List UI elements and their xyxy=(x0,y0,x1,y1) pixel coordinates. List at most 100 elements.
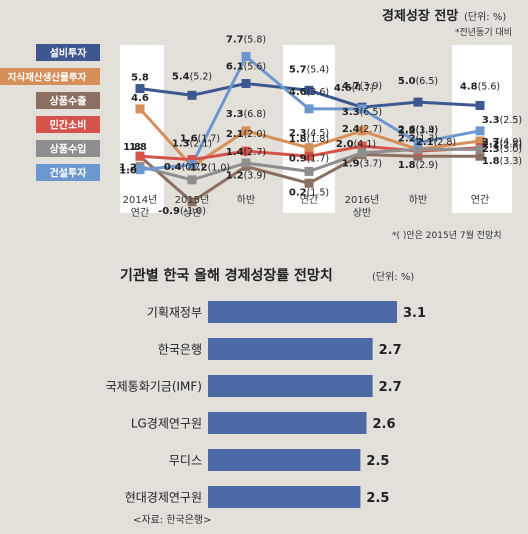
value-label-1-3: 2.3(4.5) xyxy=(289,128,329,139)
bar-4 xyxy=(208,449,361,471)
value-label-2-3: 0.2(1.5) xyxy=(289,187,329,198)
legend-swatch-5 xyxy=(36,164,100,181)
prev-forecast-0-3: (5.4) xyxy=(307,64,330,75)
bar-value-label-5: 2.5 xyxy=(366,491,389,506)
series-point-2-3 xyxy=(304,178,314,188)
value-label-3-0: 1.8 xyxy=(123,142,141,153)
prev-forecast-4-2: (2.7) xyxy=(244,147,267,158)
prev-forecast-2-3: (1.5) xyxy=(307,187,330,198)
series-point-1-0 xyxy=(135,104,145,114)
prev-forecast-2-4: (3.7) xyxy=(360,159,383,170)
bar-category-label-4: 무디스 xyxy=(169,454,202,468)
value-label-1-2: 3.3(6.8) xyxy=(226,109,266,120)
bar-chart-unit: (단위: %) xyxy=(372,270,414,283)
legend-label-0: 설비투자 xyxy=(50,47,88,60)
prev-forecast-5-5: (1.9) xyxy=(416,125,439,136)
x-tick-0: 2014년 xyxy=(123,194,158,206)
prev-forecast-5-4: (4.7) xyxy=(352,83,375,94)
value-label-4-6: 2.2(2.8) xyxy=(482,139,522,150)
value-label-2-0: 1.8 xyxy=(129,142,147,153)
series-point-3-3 xyxy=(304,151,314,161)
series-point-0-0 xyxy=(135,84,145,94)
bar-category-label-0: 기획재정부 xyxy=(147,306,202,320)
bar-1 xyxy=(208,338,373,360)
value-label-3-6: 2.3(3.0) xyxy=(482,144,522,155)
prev-forecast-1-4: (6.5) xyxy=(360,107,383,118)
value-label-3-5: 2.1(2.8) xyxy=(416,137,456,148)
value-label-4-3: 0.9(1.7) xyxy=(289,153,329,164)
value-label-5-5: 2.6(1.9) xyxy=(398,125,438,136)
x-tick-2: 하반 xyxy=(237,193,255,206)
prev-forecast-4-5: (1.3) xyxy=(416,133,439,144)
series-point-1-6 xyxy=(475,136,485,146)
value-label-4-1: 0.4(0.7) xyxy=(164,162,204,173)
bar-category-label-5: 현대경제연구원 xyxy=(125,491,202,505)
prev-forecast-3-3: (1.8) xyxy=(307,134,330,145)
chart-unit: (단위: %) xyxy=(464,10,506,23)
value-label-2-6: 1.8(3.3) xyxy=(482,156,522,167)
value-label-4-4: 2.0(4.1) xyxy=(336,139,376,150)
bar-5 xyxy=(208,486,361,508)
series-point-1-4 xyxy=(357,126,367,136)
series-point-2-5 xyxy=(413,151,423,161)
series-point-5-0 xyxy=(135,165,145,175)
series-markers xyxy=(135,51,485,207)
institution-forecast-bar-chart: 기관별 한국 올해 경제성장률 전망치 (단위: %) 기획재정부 3.1 한국은행… xyxy=(106,267,426,526)
series-point-4-5 xyxy=(413,144,423,154)
series-point-0-1 xyxy=(187,90,197,100)
bar-value-label-1: 2.7 xyxy=(379,343,402,358)
value-labels: 5.8 5.4(5.2) 6.1(5.6) 5.7(5.4) 4.7(3.9) 5.0(6… xyxy=(119,34,522,216)
value-label-3-4: 2.4(2.7) xyxy=(342,124,382,135)
value-label-5-0: 1.0 xyxy=(119,166,137,177)
value-label-0-6: 4.8(5.6) xyxy=(460,81,500,92)
bar-2 xyxy=(208,375,373,397)
bar-value-label-2: 2.7 xyxy=(379,380,402,395)
legend-label-3: 민간소비 xyxy=(50,119,87,132)
value-label-1-4: 3.3(6.5) xyxy=(342,107,382,118)
value-label-0-3: 5.7(5.4) xyxy=(289,64,329,75)
value-label-0-4: 4.7(3.9) xyxy=(342,81,382,92)
value-label-1-6: 2.7(4.9) xyxy=(482,137,522,148)
series-point-5-6 xyxy=(475,126,485,136)
value-label-2-2: 1.2(3.9) xyxy=(226,170,266,181)
prev-forecast-1-6: (4.9) xyxy=(500,137,523,148)
series-point-5-5 xyxy=(413,138,423,148)
legend-swatch-0 xyxy=(36,44,100,61)
prev-forecast-0-6: (5.6) xyxy=(478,81,501,92)
series-point-0-2 xyxy=(241,79,251,89)
legend-swatch-4 xyxy=(36,140,100,157)
x-tick-1: 2015년 xyxy=(175,194,210,206)
x-tick-5: 하반 xyxy=(409,193,427,206)
series-point-4-6 xyxy=(475,144,485,154)
legend-label-1: 지식재산생산물투자 xyxy=(8,72,87,84)
chart-title: 경제성장 전망 xyxy=(382,8,458,24)
prev-forecast-5-6: (2.5) xyxy=(500,115,523,126)
value-label-1-5: 2.2(3.4) xyxy=(398,125,438,136)
prev-forecast-5-1: (2.1) xyxy=(190,139,213,150)
prev-forecast-4-6: (2.8) xyxy=(500,139,523,150)
prev-forecast-1-1: (1.0) xyxy=(208,162,231,173)
value-label-4-5: 2.2(1.3) xyxy=(398,133,438,144)
prev-forecast-3-6: (3.0) xyxy=(500,144,523,155)
series-point-5-2 xyxy=(241,51,251,61)
prev-forecast-4-4: (4.1) xyxy=(354,139,377,150)
x-tick-6: 연간 xyxy=(471,194,489,206)
legend-swatch-2 xyxy=(36,92,100,109)
prev-forecast-2-6: (3.3) xyxy=(500,156,523,167)
series-point-1-3 xyxy=(304,143,314,153)
prev-forecast-1-5: (3.4) xyxy=(416,125,439,136)
series-point-2-6 xyxy=(475,151,485,161)
x-tick-4: 2016년 xyxy=(345,194,380,206)
chart-subnote: *전년동기 대비 xyxy=(455,27,512,38)
series-point-0-5 xyxy=(413,97,423,107)
value-label-3-1: 1.6(1.7) xyxy=(180,134,220,145)
bar-chart-title: 기관별 한국 올해 경제성장률 전망치 xyxy=(120,267,333,284)
prev-forecast-0-1: (5.2) xyxy=(190,71,213,82)
value-label-1-1: 1.2(1.0) xyxy=(190,162,230,173)
legend-label-2: 상품수출 xyxy=(50,95,87,108)
bar-value-label-3: 2.6 xyxy=(373,417,396,432)
value-label-5-1: 1.3(2.1) xyxy=(172,139,212,150)
prev-forecast-5-3: (3.6) xyxy=(307,87,330,98)
